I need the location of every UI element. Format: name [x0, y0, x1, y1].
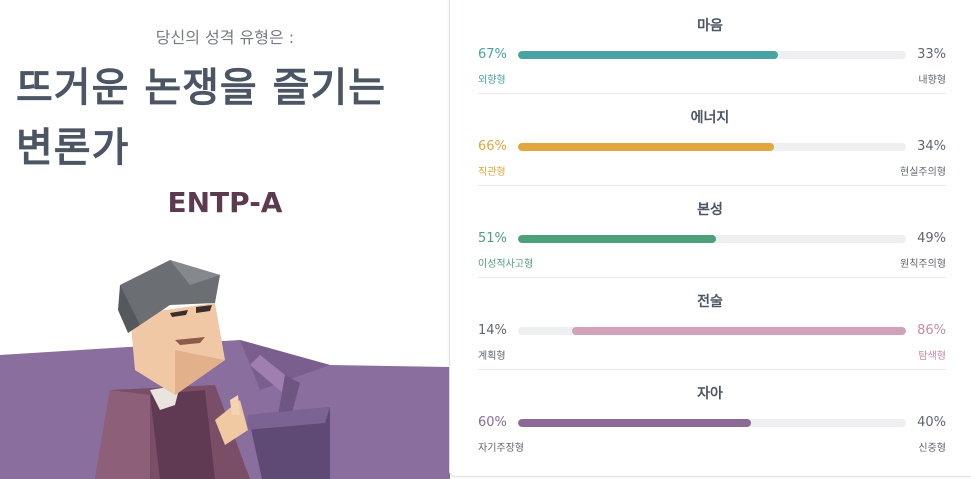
trait-mind: 마음 67% 33% 외향형 내향형 — [450, 1, 970, 94]
trait-left-name: 자기주장형 — [478, 443, 524, 454]
trait-label: 전술 — [697, 294, 723, 310]
trait-left-name: 외향형 — [478, 75, 506, 86]
result-subtitle: 당신의 성격 유형은 : — [155, 28, 295, 47]
trait-label: 본성 — [697, 202, 723, 218]
trait-energy: 에너지 66% 34% 직관형 현실주의형 — [450, 93, 970, 186]
trait-bar — [518, 327, 906, 335]
trait-bar — [518, 419, 906, 427]
divider — [478, 93, 946, 94]
trait-left-name: 이성적사고형 — [478, 259, 534, 270]
trait-results-panel: 마음 67% 33% 외향형 내향형 에너지 66% 34% 직관형 현실주의형… — [449, 0, 971, 477]
personality-title-line1: 뜨거운 논쟁을 즐기는 — [16, 65, 387, 111]
trait-left-percent: 51% — [478, 231, 507, 246]
trait-right-percent: 40% — [917, 415, 946, 430]
trait-label: 자아 — [697, 386, 723, 402]
divider — [478, 185, 946, 186]
divider — [478, 369, 946, 370]
personality-code: ENTP-A — [167, 186, 283, 219]
trait-nature: 본성 51% 49% 이성적사고형 원칙주의형 — [450, 185, 970, 278]
trait-left-name: 직관형 — [478, 167, 506, 178]
trait-bar-fill — [518, 51, 778, 59]
debater-illustration — [0, 260, 450, 479]
trait-left-percent: 66% — [478, 139, 507, 154]
trait-bar — [518, 235, 906, 243]
trait-right-name: 탐색형 — [918, 351, 946, 362]
trait-left-percent: 14% — [478, 323, 507, 338]
trait-label: 마음 — [697, 18, 723, 34]
result-header: 당신의 성격 유형은 : 뜨거운 논쟁을 즐기는 변론가 ENTP-A — [0, 0, 450, 479]
trait-bar — [518, 51, 906, 59]
divider — [478, 277, 946, 278]
trait-right-name: 원칙주의형 — [900, 259, 946, 270]
trait-tactics: 전술 14% 86% 계획형 탐색형 — [450, 277, 970, 370]
trait-bar-fill — [518, 143, 775, 151]
trait-right-percent: 49% — [917, 231, 946, 246]
trait-right-name: 현실주의형 — [900, 167, 946, 178]
trait-right-percent: 86% — [917, 323, 946, 338]
trait-right-percent: 34% — [917, 139, 946, 154]
personality-title-line2: 변론가 — [16, 125, 130, 171]
trait-right-name: 신중형 — [918, 443, 946, 454]
trait-left-percent: 67% — [478, 47, 507, 62]
trait-right-name: 내향형 — [918, 75, 946, 86]
trait-identity: 자아 60% 40% 자기주장형 신중형 — [450, 369, 970, 462]
trait-bar-fill — [518, 419, 751, 427]
trait-bar-fill — [572, 327, 906, 335]
trait-label: 에너지 — [690, 110, 730, 126]
personality-title: 뜨거운 논쟁을 즐기는 변론가 — [16, 58, 446, 178]
trait-bar-fill — [518, 235, 716, 243]
trait-left-name: 계획형 — [478, 351, 506, 362]
trait-right-percent: 33% — [917, 47, 946, 62]
trait-left-percent: 60% — [478, 415, 507, 430]
trait-bar — [518, 143, 906, 151]
